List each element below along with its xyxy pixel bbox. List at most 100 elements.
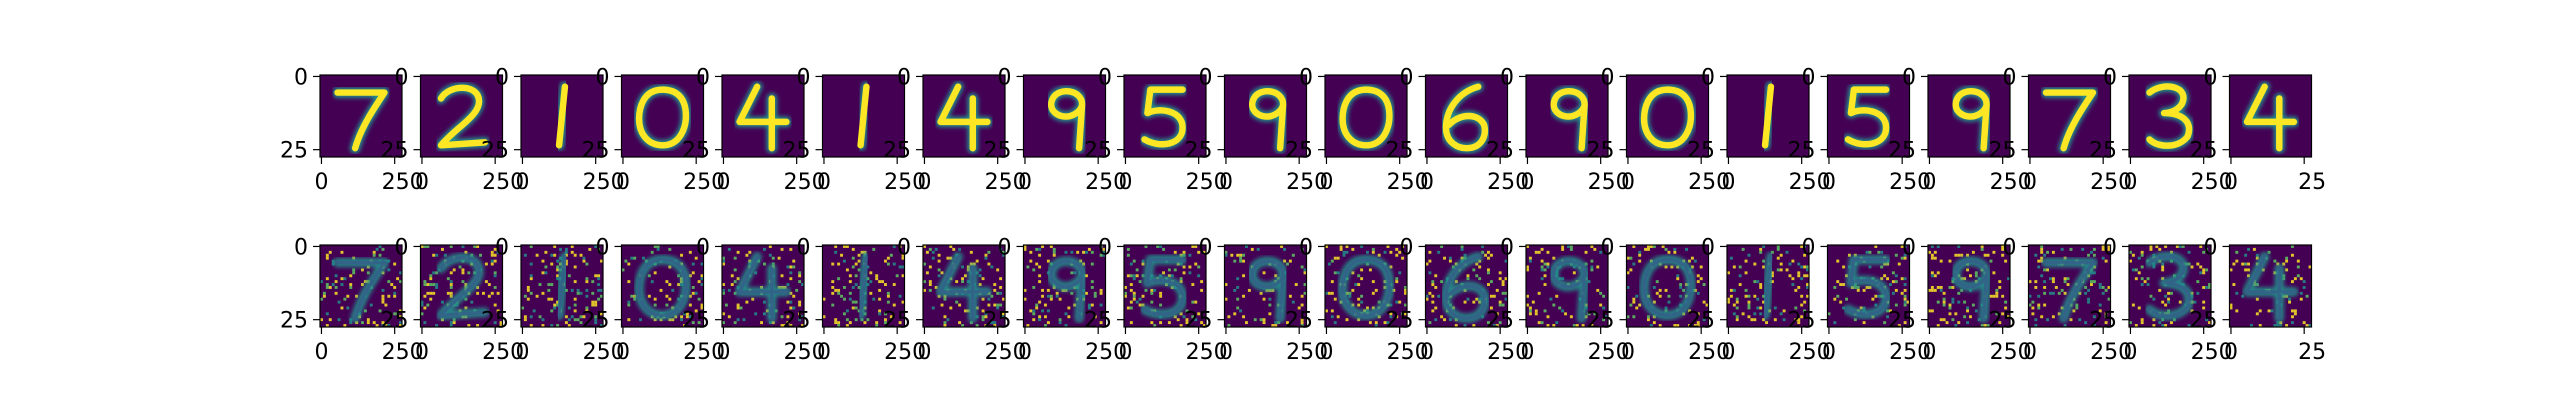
y-tick-label: 0: [2204, 235, 2218, 260]
x-tick-label: 250: [1889, 170, 1931, 195]
y-tick-label: 25: [2190, 139, 2218, 164]
y-tick-label: 0: [1400, 235, 1414, 260]
y-tick-label: 25: [280, 139, 308, 164]
x-tick-label: 250: [1186, 340, 1228, 365]
panel-frame: [922, 74, 1006, 158]
x-tick-label: 250: [2090, 170, 2132, 195]
y-tick-label: 25: [682, 309, 710, 334]
y-tick-label: 0: [1802, 235, 1816, 260]
x-tick-label: 250: [985, 340, 1027, 365]
panel-frame: [1123, 244, 1207, 328]
x-tick-label: 250: [1487, 340, 1529, 365]
panel-frame: [2128, 244, 2212, 328]
x-tick-label: 0: [1520, 340, 1534, 365]
panel-frame: [520, 74, 604, 158]
x-tick-label: 250: [1387, 340, 1429, 365]
x-tick-label: 250: [784, 340, 826, 365]
panel-frame: [2228, 74, 2313, 158]
x-tick-label: 250: [985, 170, 1027, 195]
y-tick-label: 25: [1486, 309, 1514, 334]
x-tick-label: 0: [616, 170, 630, 195]
panel-background: [2229, 75, 2312, 157]
y-tick-label: 0: [1500, 65, 1514, 90]
x-tick-label: 0: [415, 340, 429, 365]
panel-frame: [520, 244, 604, 328]
y-tick-label: 25: [984, 139, 1012, 164]
panel-frame: [2027, 244, 2112, 328]
y-tick-label: 0: [395, 235, 409, 260]
x-tick-label: 0: [1822, 340, 1836, 365]
panel-background: [923, 75, 1005, 157]
x-tick-label: 0: [1219, 170, 1233, 195]
y-tick-label: 0: [1299, 235, 1313, 260]
original-digit-panel: 0 250 250: [1486, 65, 1630, 195]
panel-frame: [419, 244, 504, 328]
x-tick-label: 250: [1688, 170, 1730, 195]
y-tick-label: 25: [1888, 309, 1916, 334]
y-tick-label: 0: [495, 65, 509, 90]
x-tick-label: 250: [784, 170, 826, 195]
panel-frame: [620, 74, 705, 158]
panel-frame: [1223, 74, 1308, 158]
x-tick-label: 0: [1219, 340, 1233, 365]
panel-frame: [1726, 244, 1810, 328]
x-tick-label: 0: [716, 170, 730, 195]
y-tick-label: 25: [984, 309, 1012, 334]
panel-frame: [821, 244, 906, 328]
y-tick-label: 25: [1888, 139, 1916, 164]
y-tick-label: 0: [1802, 65, 1816, 90]
y-tick-label: 25: [1788, 139, 1816, 164]
y-tick-label: 25: [883, 139, 911, 164]
y-tick-label: 25: [2089, 139, 2117, 164]
y-tick-label: 25: [1989, 139, 2017, 164]
panel-frame: [1022, 74, 1107, 158]
y-tick-label: 0: [1400, 65, 1414, 90]
x-tick-label: 0: [1319, 170, 1333, 195]
x-tick-label: 0: [1721, 170, 1735, 195]
panel-background: [2229, 245, 2312, 327]
x-tick-label: 0: [1018, 170, 1032, 195]
x-tick-label: 25: [2298, 340, 2326, 365]
x-tick-label: 0: [2224, 170, 2238, 195]
y-tick-label: 25: [1386, 309, 1414, 334]
y-tick-label: 25: [1386, 139, 1414, 164]
y-tick-label: 25: [1687, 309, 1715, 334]
x-tick-label: 0: [2123, 170, 2137, 195]
y-tick-label: 0: [2204, 65, 2218, 90]
x-tick-label: 0: [1822, 170, 1836, 195]
y-tick-label: 0: [797, 235, 811, 260]
x-tick-label: 0: [817, 340, 831, 365]
y-tick-label: 25: [1185, 309, 1213, 334]
x-tick-label: 0: [716, 340, 730, 365]
x-tick-label: 250: [1588, 170, 1630, 195]
y-tick-label: 0: [495, 235, 509, 260]
y-tick-label: 0: [1199, 65, 1213, 90]
x-tick-label: 250: [1487, 170, 1529, 195]
y-tick-label: 0: [2103, 235, 2117, 260]
y-tick-label: 0: [1701, 235, 1715, 260]
y-tick-label: 25: [381, 139, 409, 164]
panel-frame: [319, 244, 403, 328]
x-tick-label: 250: [482, 340, 524, 365]
x-tick-label: 0: [1922, 340, 1936, 365]
y-tick-label: 25: [280, 309, 308, 334]
